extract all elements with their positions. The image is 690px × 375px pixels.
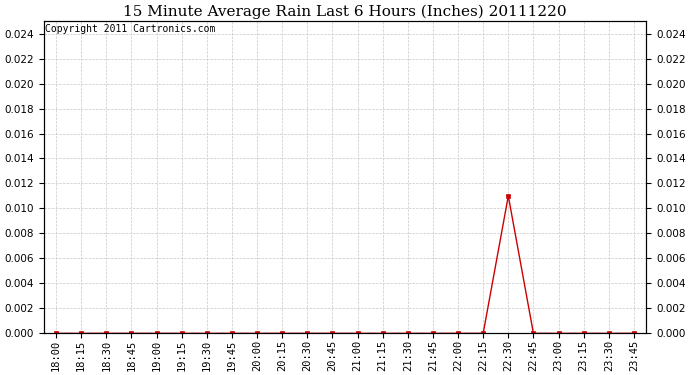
Title: 15 Minute Average Rain Last 6 Hours (Inches) 20111220: 15 Minute Average Rain Last 6 Hours (Inc… bbox=[124, 4, 566, 18]
Text: Copyright 2011 Cartronics.com: Copyright 2011 Cartronics.com bbox=[45, 24, 215, 34]
